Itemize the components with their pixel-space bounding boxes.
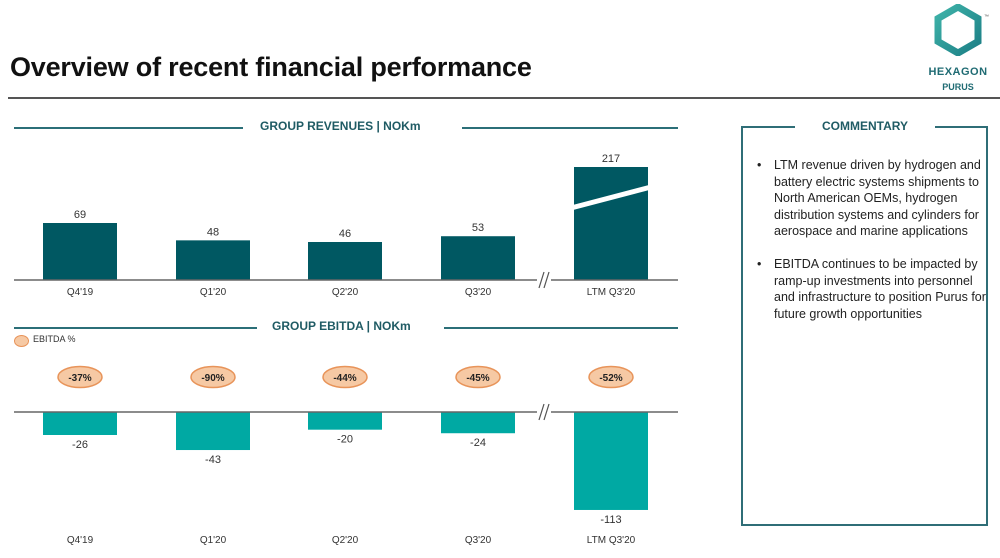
revenue-category-label: Q1'20 xyxy=(200,287,227,298)
ebitda-margin-label: -45% xyxy=(466,373,489,384)
ebitda-chart: -37% -90% -44% -45% -52% -26 Q4'19 -43 Q1'20 -20… xyxy=(14,365,678,546)
logo-sub-text: PURUS xyxy=(942,82,974,92)
ebitda-value-label: -43 xyxy=(205,454,221,466)
ebitda-value-label: -113 xyxy=(600,514,621,526)
revenue-category-label: Q4'19 xyxy=(67,287,94,298)
commentary-bullet: • EBITDA continues to be impacted by ram… xyxy=(757,256,987,322)
axis-break-symbol xyxy=(537,271,551,289)
logo-brand-text: HEXAGON xyxy=(928,66,988,78)
ebitda-percent-legend-icon xyxy=(14,335,29,347)
ebitda-margin-label: -90% xyxy=(201,373,224,384)
ebitda-margin-oval xyxy=(322,365,368,389)
revenue-value-label: 217 xyxy=(602,153,620,165)
ebitda-chart-header: GROUP EBITDA | NOKm xyxy=(14,319,678,335)
revenue-value-label: 48 xyxy=(207,226,219,238)
ebitda-bar xyxy=(176,412,250,451)
revenue-category-label: LTM Q3'20 xyxy=(587,287,636,298)
ebitda-legend-label: EBITDA % xyxy=(33,334,76,344)
ebitda-value-label: -20 xyxy=(337,434,353,446)
ebitda-bar xyxy=(43,412,117,435)
commentary-bullet-text: EBITDA continues to be impacted by ramp-… xyxy=(774,256,986,321)
revenue-value-label: 53 xyxy=(472,222,484,234)
ebitda-category-label: Q4'19 xyxy=(67,535,94,546)
commentary-bullet-text: LTM revenue driven by hydrogen and batte… xyxy=(774,158,981,239)
ebitda-bar xyxy=(574,412,648,510)
ebitda-category-label: LTM Q3'20 xyxy=(587,535,636,546)
ebitda-bar xyxy=(308,412,382,430)
revenue-category-label: Q2'20 xyxy=(332,287,359,298)
header-rule-left xyxy=(14,327,257,329)
ebitda-margin-oval xyxy=(57,365,103,389)
ebitda-category-label: Q2'20 xyxy=(332,535,359,546)
revenue-chart: 69 Q4'19 48 Q1'20 46 Q2'20 53 Q3'20 217 LTM Q3'20 xyxy=(14,153,678,298)
ebitda-chart-title: GROUP EBITDA | NOKm xyxy=(272,319,411,333)
ebitda-bar xyxy=(441,412,515,434)
header-rule-left xyxy=(14,127,243,129)
header-rule-right xyxy=(462,127,678,129)
revenue-value-label: 69 xyxy=(74,209,86,221)
revenue-chart-header: GROUP REVENUES | NOKm xyxy=(14,119,678,135)
ebitda-margin-label: -44% xyxy=(333,373,356,384)
commentary-bullet: • LTM revenue driven by hydrogen and bat… xyxy=(757,157,987,240)
title-divider xyxy=(8,97,1000,99)
revenue-value-label: 46 xyxy=(339,228,351,240)
hexagon-logo-icon xyxy=(934,4,982,56)
ebitda-margin-label: -52% xyxy=(599,373,622,384)
ebitda-margin-oval xyxy=(190,365,236,389)
ebitda-margin-label: -37% xyxy=(68,373,91,384)
ebitda-value-label: -24 xyxy=(470,437,486,449)
ebitda-margin-oval xyxy=(455,365,501,389)
ebitda-margin-oval xyxy=(588,365,634,389)
revenue-bar xyxy=(43,223,117,280)
bar-break-mark xyxy=(570,184,652,211)
revenue-category-label: Q3'20 xyxy=(465,287,492,298)
ebitda-value-label: -26 xyxy=(72,439,88,451)
revenue-chart-title: GROUP REVENUES | NOKm xyxy=(260,119,421,133)
page-title: Overview of recent financial performance xyxy=(10,52,532,82)
trademark-symbol: ™ xyxy=(984,14,989,20)
ebitda-category-label: Q3'20 xyxy=(465,535,492,546)
commentary-title: COMMENTARY xyxy=(795,119,935,133)
revenue-bar xyxy=(176,240,250,280)
revenue-bar xyxy=(441,236,515,280)
bullet-icon: • xyxy=(757,256,762,271)
revenue-bar xyxy=(308,242,382,280)
ebitda-category-label: Q1'20 xyxy=(200,535,227,546)
revenue-bar xyxy=(574,167,648,280)
header-rule-right xyxy=(444,327,678,329)
commentary-list: • LTM revenue driven by hydrogen and bat… xyxy=(757,157,987,338)
axis-break-symbol xyxy=(537,403,551,421)
bullet-icon: • xyxy=(757,158,762,172)
hexagon-purus-logo: ™ HEXAGON PURUS xyxy=(918,4,998,94)
